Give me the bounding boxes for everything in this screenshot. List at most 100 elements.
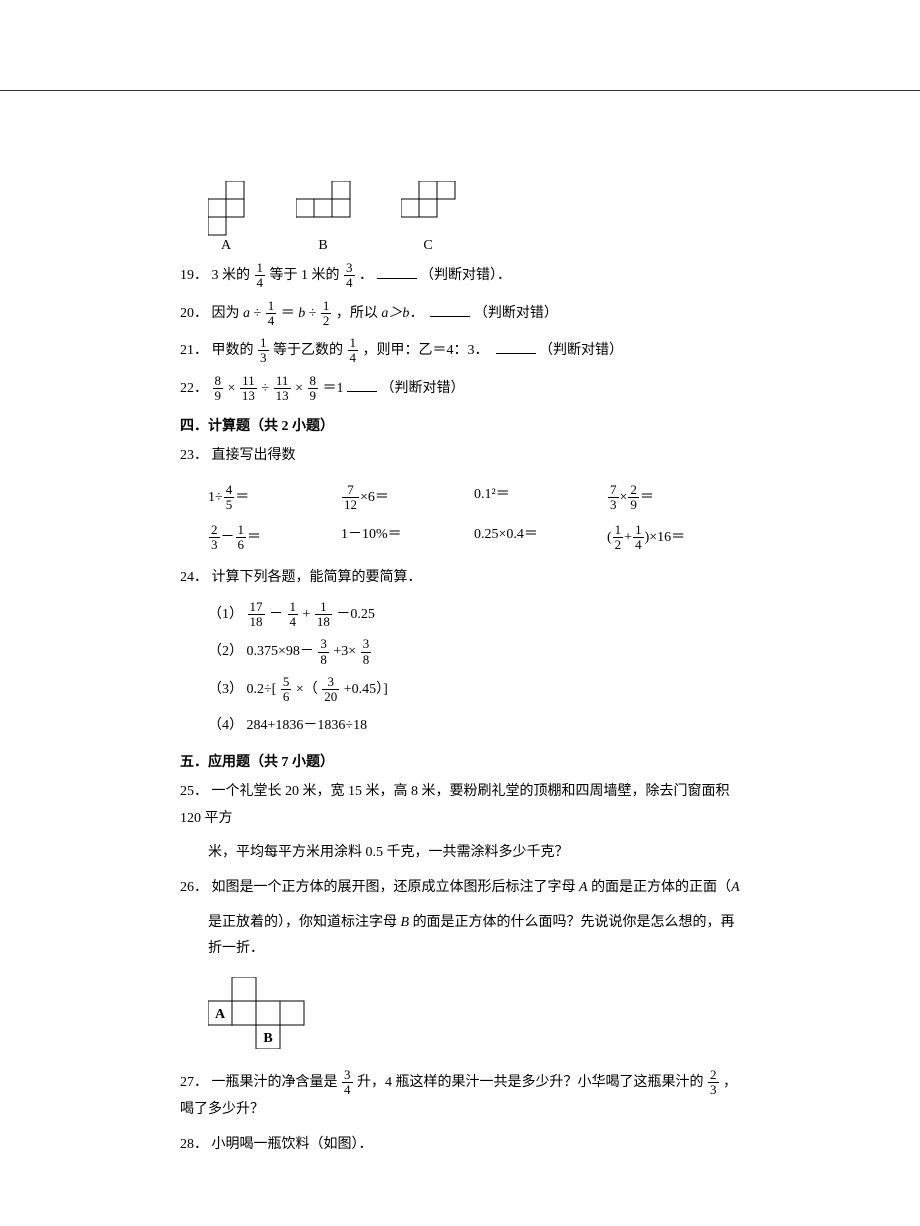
q21-t1: 甲数的 [212, 343, 254, 358]
q19-mid: 等于 1 米的 [270, 268, 340, 283]
tetromino-b-label: B [318, 238, 327, 253]
tetromino-c-label: C [423, 238, 432, 253]
q24-i4-label: （4） [208, 718, 243, 733]
q21-blank[interactable] [496, 339, 536, 354]
question-22: 22． 89 × 1113 ÷ 1113 × 89 ＝1 （判断对错） [180, 374, 740, 404]
q23-calc-8: (12+14)×16＝ [607, 523, 740, 553]
q23-calc-7: 0.25×0.4＝ [474, 523, 607, 553]
q21-t2: 等于乙数的 [273, 343, 343, 358]
q27-num: 27． [180, 1075, 208, 1090]
q27-t2: 升，4 瓶这样的果汁一共是多少升？小华喝了这瓶果汁的 [357, 1075, 704, 1090]
q24-item-3: （3） 0.2÷[ 56 ×（ 320 +0.45）] [208, 675, 740, 705]
q23-text: 直接写出得数 [212, 448, 296, 463]
q20-div2: ÷ [309, 306, 317, 321]
q23-calc-5: 23－16＝ [208, 523, 341, 553]
q20-t1: 因为 [212, 306, 240, 321]
q24-i3-f2: 320 [322, 675, 339, 705]
q24-i3-a: 0.2÷[ [247, 682, 277, 697]
tetromino-c: C [401, 181, 473, 253]
q23-calc-4: 73×29＝ [607, 483, 740, 513]
q20-div1: ÷ [254, 306, 262, 321]
q25-num: 25． [180, 784, 208, 799]
q26-l2a: 是正放着的），你知道标注字母 [208, 915, 401, 930]
q24-i3-t: +0.45）] [344, 682, 388, 697]
q20-num: 20． [180, 306, 208, 321]
q24-i1-m1: － [269, 607, 283, 622]
q22-frac3: 1113 [274, 374, 291, 404]
q20-blank[interactable] [430, 302, 470, 317]
question-24: 24． 计算下列各题，能简算的要简算． [180, 565, 740, 592]
q22-m3: × [295, 381, 303, 396]
q21-t3: ，则甲：乙＝4：3． [363, 343, 489, 358]
question-19: 19． 3 米的 14 等于 1 米的 34 ． （判断对错）． [180, 261, 740, 291]
q24-i1-f2: 14 [288, 600, 299, 630]
tetromino-a-label: A [221, 238, 232, 253]
q22-frac1: 89 [213, 374, 224, 404]
q26-A2: A [731, 880, 740, 895]
q26-B: B [401, 915, 410, 930]
q21-frac1: 13 [258, 336, 269, 366]
q24-item-1: （1） 1718 － 14 + 118 －0.25 [208, 600, 740, 630]
q24-i3-label: （3） [208, 682, 243, 697]
question-25-l1: 25． 一个礼堂长 20 米，宽 15 米，高 8 米，要粉刷礼堂的顶棚和四周墙… [180, 779, 740, 832]
section-4-heading: 四．计算题（共 2 小题） [180, 415, 740, 435]
q23-calc-3: 0.1²＝ [474, 483, 607, 513]
q24-item-2: （2） 0.375×98－ 38 +3× 38 [208, 637, 740, 667]
q20-a: a [243, 306, 250, 321]
q23-calc-2: 712×6＝ [341, 483, 474, 513]
q24-item-4: （4） 284+1836－1836÷18 [208, 713, 740, 740]
q21-num: 21． [180, 343, 208, 358]
q22-blank[interactable] [347, 377, 377, 392]
question-28: 28． 小明喝一瓶饮料（如图）． [180, 1132, 740, 1159]
q24-i1-label: （1） [208, 607, 243, 622]
question-21: 21． 甲数的 13 等于乙数的 14 ，则甲：乙＝4：3． （判断对错） [180, 336, 740, 366]
q24-text: 计算下列各题，能简算的要简算． [212, 570, 422, 585]
question-23: 23． 直接写出得数 [180, 443, 740, 470]
q22-frac2: 1113 [240, 374, 257, 404]
net-label-a: A [215, 1007, 226, 1022]
q26-A1: A [579, 880, 588, 895]
q24-i2-a: 0.375×98－ [247, 644, 314, 659]
q25-l1: 一个礼堂长 20 米，宽 15 米，高 8 米，要粉刷礼堂的顶棚和四周墙壁，除去… [180, 784, 730, 826]
q19-frac2: 34 [344, 261, 355, 291]
q22-eq: ＝1 [323, 381, 344, 396]
q19-blank[interactable] [377, 264, 417, 279]
q19-prefix: 3 米的 [212, 268, 251, 283]
q23-num: 23． [180, 448, 208, 463]
q20-t2: ，所以 [336, 306, 378, 321]
q20-judge: （判断对错） [474, 306, 558, 321]
q23-calc-1: 1÷45＝ [208, 483, 341, 513]
tetromino-b: B [296, 181, 368, 253]
q24-i2-label: （2） [208, 644, 243, 659]
q20-frac1: 14 [266, 299, 277, 329]
q24-i1-tail: －0.25 [336, 607, 375, 622]
q24-i2-f2: 38 [361, 637, 372, 667]
question-20: 20． 因为 a ÷ 14 ＝ b ÷ 12 ，所以 a＞b． （判断对错） [180, 299, 740, 329]
q22-num: 22． [180, 381, 208, 396]
q22-frac4: 89 [308, 374, 319, 404]
q27-f1: 34 [342, 1068, 353, 1098]
q20-rel: a＞b． [381, 306, 423, 321]
q24-i4-t: 284+1836－1836÷18 [247, 718, 368, 733]
q22-judge: （判断对错） [381, 381, 465, 396]
question-26-l1: 26． 如图是一个正方体的展开图，还原成立体图形后标注了字母 A 的面是正方体的… [180, 875, 740, 902]
q20-eq: ＝ [281, 306, 295, 321]
q24-i3-f1: 56 [281, 675, 292, 705]
q28-text: 小明喝一瓶饮料（如图）． [212, 1137, 373, 1152]
question-26-l2: 是正放着的），你知道标注字母 B 的面是正方体的什么面吗？先说说你是怎么想的，再… [208, 910, 740, 963]
q24-i1-f3: 118 [315, 600, 332, 630]
q23-calc-6: 1－10%＝ [341, 523, 474, 553]
q26-l1a: 如图是一个正方体的展开图，还原成立体图形后标注了字母 [212, 880, 580, 895]
q27-t1: 一瓶果汁的净含量是 [212, 1075, 338, 1090]
q23-calc-grid: 1÷45＝712×6＝0.1²＝73×29＝ 23－16＝1－10%＝0.25×0… [208, 478, 740, 557]
q24-i1-f1: 1718 [248, 600, 265, 630]
q21-frac2: 14 [348, 336, 359, 366]
section-5-heading: 五．应用题（共 7 小题） [180, 751, 740, 771]
q24-i2-f1: 38 [318, 637, 329, 667]
q26-num: 26． [180, 880, 208, 895]
q28-num: 28． [180, 1137, 208, 1152]
q21-judge: （判断对错） [539, 343, 623, 358]
q22-m2: ÷ [261, 381, 269, 396]
q22-m1: × [228, 381, 236, 396]
q24-num: 24． [180, 570, 208, 585]
